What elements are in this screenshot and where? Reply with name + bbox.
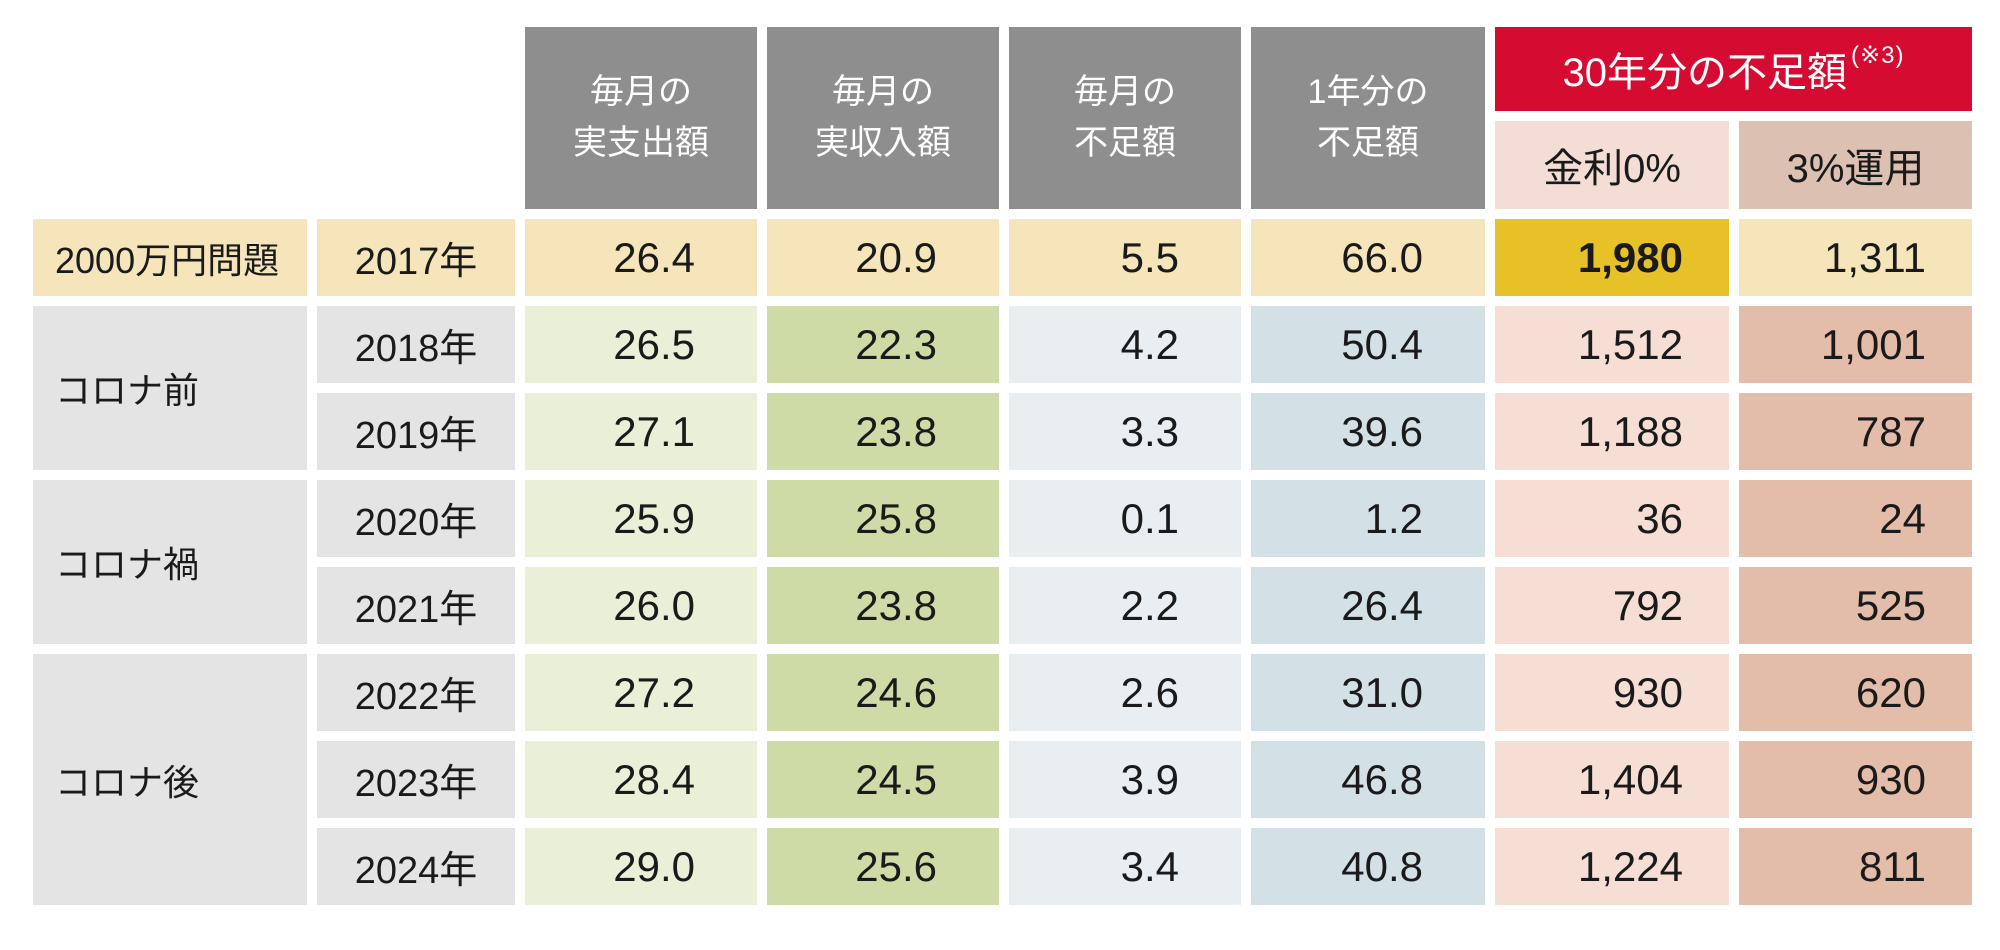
value-cell: 3.9 bbox=[1009, 741, 1241, 818]
value-cell: 3.3 bbox=[1009, 393, 1241, 470]
year-cell: 2022年 bbox=[317, 654, 515, 731]
value-cell: 26.0 bbox=[525, 567, 757, 644]
value-cell: 29.0 bbox=[525, 828, 757, 905]
value-cell: 1,512 bbox=[1495, 306, 1729, 383]
value-cell: 525 bbox=[1739, 567, 1972, 644]
value-cell: 787 bbox=[1739, 393, 1972, 470]
subcol-header-0-interest: 金利0% bbox=[1495, 121, 1729, 209]
value-cell: 23.8 bbox=[767, 567, 999, 644]
value-cell: 26.4 bbox=[525, 219, 757, 296]
value-cell: 811 bbox=[1739, 828, 1972, 905]
value-cell: 930 bbox=[1739, 741, 1972, 818]
value-cell: 5.5 bbox=[1009, 219, 1241, 296]
value-cell: 66.0 bbox=[1251, 219, 1485, 296]
value-cell: 1,188 bbox=[1495, 393, 1729, 470]
col-header-annual-shortfall: 1年分の 不足額 bbox=[1251, 27, 1485, 209]
value-cell: 27.2 bbox=[525, 654, 757, 731]
value-cell: 24.5 bbox=[767, 741, 999, 818]
value-cell: 1,311 bbox=[1739, 219, 1972, 296]
year-cell: 2020年 bbox=[317, 480, 515, 557]
group-cell-2000man: 2000万円問題 bbox=[33, 219, 307, 296]
col-header-monthly-expense: 毎月の 実支出額 bbox=[525, 27, 757, 209]
value-cell: 792 bbox=[1495, 567, 1729, 644]
value-cell: 25.8 bbox=[767, 480, 999, 557]
value-cell: 36 bbox=[1495, 480, 1729, 557]
value-cell: 50.4 bbox=[1251, 306, 1485, 383]
year-cell: 2018年 bbox=[317, 306, 515, 383]
year-cell: 2023年 bbox=[317, 741, 515, 818]
value-cell: 1.2 bbox=[1251, 480, 1485, 557]
group-cell-during-corona: コロナ禍 bbox=[33, 480, 307, 644]
value-cell: 46.8 bbox=[1251, 741, 1485, 818]
col-header-30year-shortfall: 30年分の不足額 (※3) bbox=[1495, 27, 1972, 111]
highlighted-value-cell: 1,980 bbox=[1495, 219, 1729, 296]
value-cell: 1,001 bbox=[1739, 306, 1972, 383]
value-cell: 23.8 bbox=[767, 393, 999, 470]
group-cell-pre-corona: コロナ前 bbox=[33, 306, 307, 470]
year-cell: 2024年 bbox=[317, 828, 515, 905]
subcol-header-3-percent: 3%運用 bbox=[1739, 121, 1972, 209]
col-header-monthly-income: 毎月の 実収入額 bbox=[767, 27, 999, 209]
note-reference: (※3) bbox=[1851, 41, 1905, 69]
value-cell: 24 bbox=[1739, 480, 1972, 557]
value-cell: 28.4 bbox=[525, 741, 757, 818]
col-header-monthly-shortfall: 毎月の 不足額 bbox=[1009, 27, 1241, 209]
value-cell: 1,224 bbox=[1495, 828, 1729, 905]
year-cell: 2019年 bbox=[317, 393, 515, 470]
value-cell: 4.2 bbox=[1009, 306, 1241, 383]
value-cell: 25.9 bbox=[525, 480, 757, 557]
value-cell: 22.3 bbox=[767, 306, 999, 383]
value-cell: 26.5 bbox=[525, 306, 757, 383]
value-cell: 620 bbox=[1739, 654, 1972, 731]
value-cell: 2.6 bbox=[1009, 654, 1241, 731]
value-cell: 40.8 bbox=[1251, 828, 1485, 905]
col-header-30year-shortfall-label: 30年分の不足額 bbox=[1562, 51, 1848, 95]
value-cell: 1,404 bbox=[1495, 741, 1729, 818]
value-cell: 2.2 bbox=[1009, 567, 1241, 644]
year-cell: 2017年 bbox=[317, 219, 515, 296]
value-cell: 27.1 bbox=[525, 393, 757, 470]
comparison-table: 毎月の 実支出額 毎月の 実収入額 毎月の 不足額 1年分の 不足額 30年分の… bbox=[33, 27, 1972, 905]
value-cell: 0.1 bbox=[1009, 480, 1241, 557]
value-cell: 26.4 bbox=[1251, 567, 1485, 644]
year-cell: 2021年 bbox=[317, 567, 515, 644]
value-cell: 20.9 bbox=[767, 219, 999, 296]
group-cell-post-corona: コロナ後 bbox=[33, 654, 307, 905]
value-cell: 3.4 bbox=[1009, 828, 1241, 905]
value-cell: 24.6 bbox=[767, 654, 999, 731]
value-cell: 31.0 bbox=[1251, 654, 1485, 731]
value-cell: 930 bbox=[1495, 654, 1729, 731]
value-cell: 39.6 bbox=[1251, 393, 1485, 470]
value-cell: 25.6 bbox=[767, 828, 999, 905]
